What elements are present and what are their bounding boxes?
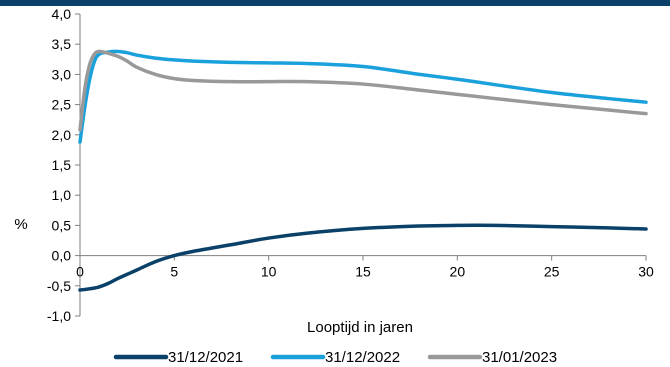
x-tick-label: 10: [261, 264, 277, 280]
legend-label-2: 31/12/2022: [325, 349, 400, 366]
series-lines: [78, 49, 648, 292]
y-tick-label: -1,0: [47, 308, 71, 324]
y-tick-label: 2,5: [52, 97, 72, 113]
header-rule: [0, 0, 670, 6]
y-tick-label: 3,5: [52, 36, 72, 52]
x-tick-label: 30: [638, 264, 654, 280]
y-axis: -1,0 -0,5 0,0 0,5 1,0 1,5 2,0 2,5 3,0 3,5 4,0: [47, 6, 81, 324]
x-tick-label: 5: [170, 264, 178, 280]
legend-label-3: 31/01/2023: [482, 349, 557, 366]
y-tick-label: 1,5: [52, 157, 72, 173]
legend-label-1: 31/12/2021: [168, 349, 243, 366]
x-tick-label: 15: [355, 264, 371, 280]
y-tick-label: 4,0: [52, 6, 72, 22]
x-tick-label: 25: [544, 264, 560, 280]
x-tick-label: 0: [76, 264, 84, 280]
y-tick-label: -0,5: [47, 278, 71, 294]
x-axis-label: Looptijd in jaren: [307, 319, 413, 336]
legend: 31/12/2021 31/12/2022 31/01/2023: [113, 349, 557, 366]
y-tick-label: 0,5: [52, 217, 72, 233]
y-axis-label: %: [14, 216, 27, 233]
y-tick-label: 1,0: [52, 187, 72, 203]
y-tick-label: 2,0: [52, 127, 72, 143]
series-line-2: [78, 49, 648, 144]
x-tick-label: 20: [450, 264, 466, 280]
series-line-3: [78, 49, 648, 132]
y-tick-label: 3,0: [52, 66, 72, 82]
y-tick-label: 0,0: [52, 248, 72, 264]
series-line-1: [78, 223, 648, 292]
